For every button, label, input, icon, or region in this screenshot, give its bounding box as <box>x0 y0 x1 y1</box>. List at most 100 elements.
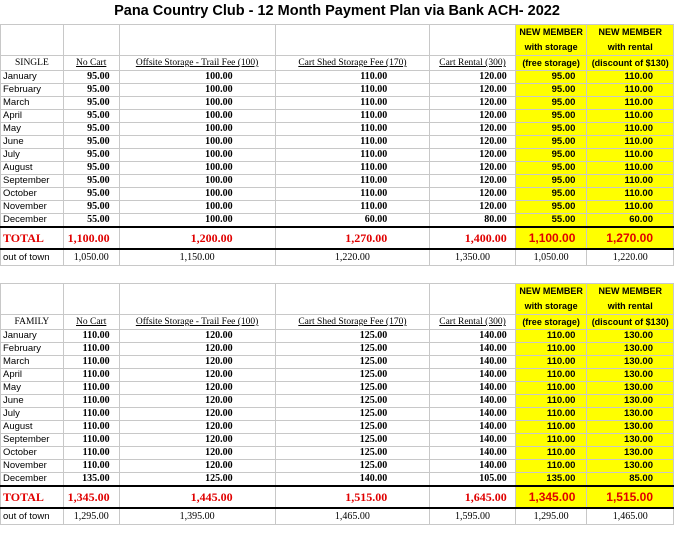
amount-cell[interactable]: 100.00 <box>118 161 276 175</box>
amount-cell[interactable]: 95.00 <box>514 174 588 188</box>
amount-cell[interactable]: 140.00 <box>429 407 516 421</box>
amount-cell[interactable]: 120.00 <box>118 394 276 408</box>
amount-cell[interactable]: 110.00 <box>274 83 431 97</box>
amount-cell[interactable]: 110.00 <box>586 135 674 149</box>
month-label[interactable]: February <box>0 342 64 356</box>
amount-cell[interactable]: 110.00 <box>514 394 588 408</box>
out-of-town-cell[interactable]: 1,050.00 <box>514 248 588 266</box>
amount-cell[interactable]: 95.00 <box>514 161 588 175</box>
amount-cell[interactable]: 125.00 <box>118 472 276 487</box>
amount-cell[interactable]: 110.00 <box>274 161 431 175</box>
amount-cell[interactable]: 130.00 <box>586 381 674 395</box>
amount-cell[interactable]: 85.00 <box>586 472 674 487</box>
amount-cell[interactable]: 105.00 <box>429 472 516 487</box>
blank-cell[interactable] <box>0 283 64 315</box>
header-offsite-storage[interactable]: Offsite Storage - Trail Fee (100) <box>118 55 276 71</box>
total-cell[interactable]: 1,645.00 <box>429 485 516 509</box>
amount-cell[interactable]: 110.00 <box>514 420 588 434</box>
amount-cell[interactable]: 110.00 <box>62 420 120 434</box>
month-label[interactable]: November <box>0 459 64 473</box>
new-member-storage-header[interactable]: NEW MEMBER with storage <box>514 283 588 315</box>
blank-cell[interactable] <box>118 283 276 315</box>
month-label[interactable]: September <box>0 174 64 188</box>
amount-cell[interactable]: 110.00 <box>62 433 120 447</box>
month-label[interactable]: December <box>0 472 64 487</box>
amount-cell[interactable]: 110.00 <box>586 161 674 175</box>
amount-cell[interactable]: 130.00 <box>586 342 674 356</box>
out-of-town-cell[interactable]: 1,395.00 <box>118 507 276 525</box>
amount-cell[interactable]: 95.00 <box>62 109 120 123</box>
total-label[interactable]: TOTAL <box>0 226 64 250</box>
out-of-town-cell[interactable]: 1,350.00 <box>429 248 516 266</box>
amount-cell[interactable]: 140.00 <box>429 329 516 343</box>
amount-cell[interactable]: 125.00 <box>274 342 431 356</box>
amount-cell[interactable]: 110.00 <box>62 394 120 408</box>
month-label[interactable]: November <box>0 200 64 214</box>
month-label[interactable]: March <box>0 96 64 110</box>
amount-cell[interactable]: 120.00 <box>118 368 276 382</box>
amount-cell[interactable]: 110.00 <box>514 459 588 473</box>
month-label[interactable]: October <box>0 187 64 201</box>
amount-cell[interactable]: 95.00 <box>62 200 120 214</box>
amount-cell[interactable]: 125.00 <box>274 329 431 343</box>
amount-cell[interactable]: 110.00 <box>274 70 431 84</box>
amount-cell[interactable]: 140.00 <box>429 459 516 473</box>
amount-cell[interactable]: 125.00 <box>274 459 431 473</box>
amount-cell[interactable]: 95.00 <box>62 83 120 97</box>
amount-cell[interactable]: 100.00 <box>118 213 276 228</box>
amount-cell[interactable]: 95.00 <box>514 70 588 84</box>
amount-cell[interactable]: 120.00 <box>118 342 276 356</box>
amount-cell[interactable]: 110.00 <box>514 381 588 395</box>
amount-cell[interactable]: 125.00 <box>274 394 431 408</box>
month-label[interactable]: April <box>0 109 64 123</box>
amount-cell[interactable]: 110.00 <box>62 459 120 473</box>
amount-cell[interactable]: 110.00 <box>274 148 431 162</box>
amount-cell[interactable]: 110.00 <box>62 407 120 421</box>
amount-cell[interactable]: 95.00 <box>62 70 120 84</box>
total-cell[interactable]: 1,345.00 <box>62 485 120 509</box>
amount-cell[interactable]: 95.00 <box>62 187 120 201</box>
amount-cell[interactable]: 120.00 <box>429 161 516 175</box>
amount-cell[interactable]: 125.00 <box>274 420 431 434</box>
amount-cell[interactable]: 110.00 <box>514 329 588 343</box>
amount-cell[interactable]: 100.00 <box>118 187 276 201</box>
amount-cell[interactable]: 120.00 <box>429 187 516 201</box>
blank-cell[interactable] <box>0 24 64 56</box>
amount-cell[interactable]: 110.00 <box>514 407 588 421</box>
amount-cell[interactable]: 60.00 <box>274 213 431 228</box>
header-cart-shed[interactable]: Cart Shed Storage Fee (170) <box>274 55 431 71</box>
amount-cell[interactable]: 110.00 <box>586 70 674 84</box>
amount-cell[interactable]: 55.00 <box>514 213 588 228</box>
amount-cell[interactable]: 95.00 <box>62 148 120 162</box>
amount-cell[interactable]: 140.00 <box>429 433 516 447</box>
total-cell[interactable]: 1,445.00 <box>118 485 276 509</box>
total-cell[interactable]: 1,345.00 <box>514 485 588 509</box>
amount-cell[interactable]: 140.00 <box>429 342 516 356</box>
amount-cell[interactable]: 95.00 <box>62 135 120 149</box>
out-of-town-cell[interactable]: 1,465.00 <box>274 507 431 525</box>
out-of-town-cell[interactable]: 1,295.00 <box>62 507 120 525</box>
amount-cell[interactable]: 95.00 <box>514 187 588 201</box>
amount-cell[interactable]: 120.00 <box>429 200 516 214</box>
amount-cell[interactable]: 110.00 <box>514 355 588 369</box>
amount-cell[interactable]: 130.00 <box>586 394 674 408</box>
blank-cell[interactable] <box>274 24 431 56</box>
amount-cell[interactable]: 130.00 <box>586 459 674 473</box>
month-label[interactable]: July <box>0 148 64 162</box>
amount-cell[interactable]: 100.00 <box>118 83 276 97</box>
blank-cell[interactable] <box>118 24 276 56</box>
amount-cell[interactable]: 110.00 <box>586 83 674 97</box>
amount-cell[interactable]: 130.00 <box>586 407 674 421</box>
new-member-rental-header[interactable]: NEW MEMBER with rental <box>586 283 674 315</box>
blank-cell[interactable] <box>62 24 120 56</box>
total-cell[interactable]: 1,200.00 <box>118 226 276 250</box>
amount-cell[interactable]: 125.00 <box>274 355 431 369</box>
amount-cell[interactable]: 125.00 <box>274 407 431 421</box>
amount-cell[interactable]: 130.00 <box>586 420 674 434</box>
amount-cell[interactable]: 110.00 <box>586 122 674 136</box>
amount-cell[interactable]: 120.00 <box>429 122 516 136</box>
amount-cell[interactable]: 110.00 <box>586 174 674 188</box>
month-label[interactable]: December <box>0 213 64 228</box>
amount-cell[interactable]: 95.00 <box>62 174 120 188</box>
amount-cell[interactable]: 110.00 <box>586 187 674 201</box>
